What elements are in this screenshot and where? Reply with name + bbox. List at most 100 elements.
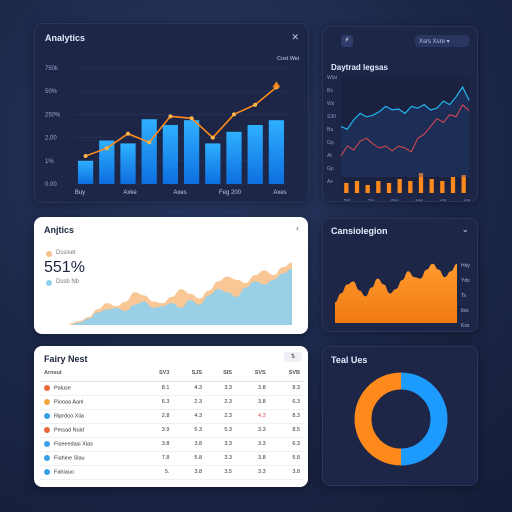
bolt-icon: ⚡	[341, 35, 353, 47]
table-card: Fairy Nest ⇅ Arnsut SV3 SJS SIS SVS SVB Palus…	[34, 346, 308, 487]
bar	[418, 173, 424, 193]
y-tick-label: Kss	[461, 323, 470, 329]
column-header[interactable]: SVB	[269, 366, 304, 382]
x-tick-label: Axes	[273, 190, 286, 196]
trends-title: Daytrad legsas	[331, 63, 388, 72]
table-row[interactable]: Riprdoo Xiia 2.8 4.3 2.3 4.3 8.3	[40, 409, 304, 424]
sort-icon[interactable]: ⇅	[284, 352, 302, 362]
table-row[interactable]: Fiseeedasi Xlas 3.8 3.8 3.3 3.3 6.3	[40, 437, 304, 452]
donut-slice	[400, 372, 448, 466]
close-icon[interactable]: ✕	[291, 32, 299, 42]
area-title: Anjtics	[44, 225, 75, 235]
donut-chart	[354, 372, 448, 466]
trend-point	[83, 153, 88, 158]
table-cell: 2.3	[206, 409, 236, 424]
row-label: Piooaa Aanl	[40, 395, 141, 410]
y-tick-label: 750k	[45, 66, 59, 72]
trend-point	[189, 116, 194, 121]
table-cell: 4.3	[173, 381, 207, 396]
table-cell: 5.3	[206, 423, 236, 438]
status-dot	[44, 468, 50, 475]
y-tick-label: Wlat	[327, 75, 338, 81]
trend-point	[104, 146, 109, 151]
status-dot	[44, 398, 50, 405]
table-cell: 3.9	[140, 423, 174, 438]
orange-title: Cansiolegion	[331, 226, 388, 236]
chevron-left-icon[interactable]: ‹	[296, 223, 299, 233]
period-dropdown[interactable]: Xsrs Xsre ▾	[415, 35, 469, 47]
plot-bg	[341, 77, 469, 189]
table-cell: 8.3	[269, 381, 304, 396]
row-label: Riprdoo Xiia	[40, 409, 141, 424]
x-tick-label: Feg 200	[219, 190, 242, 196]
x-tick-label: Ats	[440, 198, 447, 202]
y-tick-label: 2,00	[45, 136, 57, 142]
row-label: Paluse	[40, 381, 141, 396]
chevron-down-icon[interactable]: ⌄	[461, 224, 469, 234]
y-tick-label: Gp	[327, 140, 334, 146]
area-chart	[70, 262, 292, 325]
revenue-card: Analytics ✕ Cost Wei 750k 50% 250% 2,00 1% 0.…	[34, 23, 309, 203]
bar	[268, 120, 285, 184]
status-dot	[44, 454, 50, 461]
table-cell: 3.3	[235, 465, 270, 480]
bar	[162, 125, 179, 184]
y-tick-label: Ba	[327, 127, 333, 133]
trends-chart: Wlat Bs Ws S30 Ba Gp At Gp As Dst Tm Bss Aas Ats Ats	[327, 75, 471, 202]
table-cell: 2.3	[206, 395, 236, 410]
bar	[408, 181, 413, 193]
table-row[interactable]: Pmsad Nuid 3.9 5.3 5.3 3.3 8.5	[40, 423, 304, 438]
bar	[461, 175, 466, 193]
table-cell: 5.8	[269, 451, 304, 466]
orange-area	[335, 263, 457, 323]
bar	[120, 143, 136, 184]
table-cell: 6.3	[140, 395, 174, 410]
donut-title: Teal Ues	[331, 355, 368, 365]
table-cell: 6.3	[269, 437, 304, 452]
table-row[interactable]: Fahiauo 5. 3.8 3.5 3.3 3.8	[40, 465, 304, 480]
column-header[interactable]: Arnsut	[40, 366, 141, 382]
bar	[376, 181, 381, 193]
y-tick-label: 1%	[45, 159, 54, 165]
table-cell: 8.1	[140, 381, 174, 396]
bar	[77, 160, 94, 184]
table-cell: 5.8	[173, 451, 207, 466]
row-label: Pmsad Nuid	[40, 423, 141, 438]
bar	[247, 125, 263, 184]
legend-dot-blue	[46, 280, 52, 286]
column-header[interactable]: SJS	[173, 366, 207, 382]
orange-chart: Hdy Yds Ts tlss Kss	[335, 263, 470, 329]
y-tick-label: Hdy	[461, 263, 470, 269]
bar	[141, 119, 157, 184]
y-tick-label: Bs	[327, 88, 333, 94]
column-header[interactable]: SV3	[140, 366, 174, 382]
table-cell: 3.3	[235, 423, 270, 438]
revenue-chart: 750k 50% 250% 2,00 1% 0.00 Buy Axke Axes Feg 200 A…	[45, 66, 292, 196]
y-tick-label: tlss	[461, 308, 469, 314]
red-line	[340, 103, 470, 157]
x-tick-label: Buy	[75, 190, 85, 196]
column-header[interactable]: SIS	[206, 366, 236, 382]
y-tick-label: At	[327, 153, 332, 159]
revenue-legend: Cost Wei	[277, 56, 300, 62]
status-dot	[44, 426, 50, 433]
table-row[interactable]: Paluse 8.1 4.3 3.3 3.8 8.3	[40, 381, 304, 396]
bar	[386, 183, 392, 193]
y-tick-label: Gp	[327, 166, 334, 172]
table-cell: 3.8	[140, 437, 174, 452]
cyan-area	[341, 87, 469, 177]
y-tick-label: Ws	[327, 101, 335, 107]
column-header[interactable]: SVS	[235, 366, 270, 382]
table-row[interactable]: Piooaa Aanl 6.3 2.3 2.3 3.8 6.3	[40, 395, 304, 410]
table-row[interactable]: Fiahine Slau 7.8 5.8 3.3 3.8 5.8	[40, 451, 304, 466]
table-cell: 4.3	[235, 409, 270, 424]
revenue-title: Analytics	[45, 33, 86, 43]
trends-card: ⚡ Xsrs Xsre ▾ Daytrad legsas Wlat Bs Ws S30…	[322, 26, 478, 202]
row-label: Fiseeedasi Xlas	[40, 437, 141, 452]
status-dot	[44, 440, 50, 447]
bar	[397, 179, 402, 193]
cyan-line	[340, 85, 470, 130]
bar	[183, 120, 200, 184]
bar	[344, 183, 349, 193]
x-tick-label: Tm	[368, 198, 375, 202]
